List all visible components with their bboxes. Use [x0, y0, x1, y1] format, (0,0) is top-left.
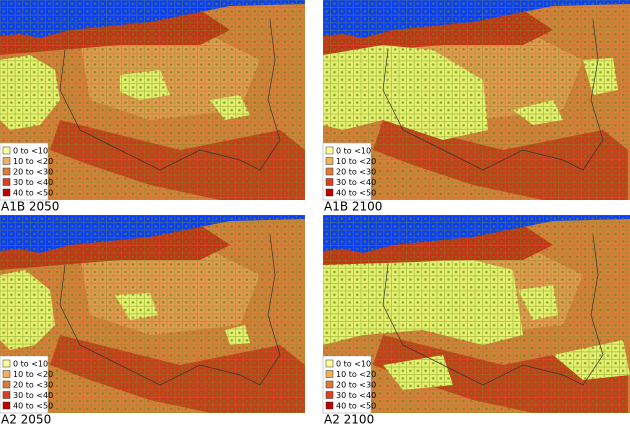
panel-caption: A2 2050	[1, 413, 51, 427]
panel-caption: A1B 2050	[1, 200, 59, 214]
legend-swatch	[2, 359, 11, 368]
legend-swatch	[2, 178, 11, 186]
legend-label: 0 to <10	[13, 360, 48, 369]
legend-label: 0 to <10	[336, 147, 371, 156]
legend-swatch	[325, 401, 334, 410]
grid-overlay	[0, 0, 305, 200]
map	[0, 215, 305, 413]
legend-label: 0 to <10	[13, 147, 48, 156]
legend-label: 10 to <20	[336, 370, 376, 379]
legend-swatch	[2, 401, 11, 410]
legend-swatch	[2, 157, 11, 165]
legend-label: 40 to <50	[336, 402, 376, 411]
legend-label: 30 to <40	[13, 178, 53, 187]
grid-overlay	[0, 215, 305, 413]
legend-swatch	[325, 359, 334, 368]
legend-label: 0 to <10	[336, 360, 371, 369]
panel-caption: A2 2100	[324, 413, 374, 427]
legend-swatch	[2, 167, 11, 176]
legend-swatch	[2, 370, 11, 378]
legend-label: 10 to <20	[13, 370, 53, 379]
legend-swatch	[2, 380, 11, 389]
grid-overlay	[323, 215, 630, 413]
legend-swatch	[325, 178, 334, 186]
legend-label: 20 to <30	[336, 168, 376, 177]
legend-swatch	[325, 380, 334, 389]
map	[323, 215, 630, 413]
legend-swatch	[2, 188, 11, 197]
legend-swatch	[325, 157, 334, 165]
border	[59, 234, 281, 386]
legend-label: 20 to <30	[13, 381, 53, 390]
legend-swatch	[2, 146, 11, 155]
legend-label: 40 to <50	[336, 189, 376, 198]
legend-label: 10 to <20	[13, 157, 53, 166]
legend-swatch	[2, 391, 11, 399]
border	[382, 19, 604, 171]
legend-swatch	[325, 370, 334, 378]
legend-label: 30 to <40	[336, 178, 376, 187]
legend-label: 20 to <30	[336, 381, 376, 390]
map	[0, 0, 305, 200]
map	[323, 0, 630, 200]
legend-swatch	[325, 146, 334, 155]
legend-label: 30 to <40	[13, 391, 53, 400]
legend-swatch	[325, 188, 334, 197]
panel-caption: A1B 2100	[324, 200, 382, 214]
legend-swatch	[325, 167, 334, 176]
legend-label: 10 to <20	[336, 157, 376, 166]
border	[59, 19, 281, 171]
legend-swatch	[325, 391, 334, 399]
legend-label: 30 to <40	[336, 391, 376, 400]
legend-label: 40 to <50	[13, 189, 53, 198]
legend-label: 40 to <50	[13, 402, 53, 411]
legend-label: 20 to <30	[13, 168, 53, 177]
border	[382, 234, 604, 386]
